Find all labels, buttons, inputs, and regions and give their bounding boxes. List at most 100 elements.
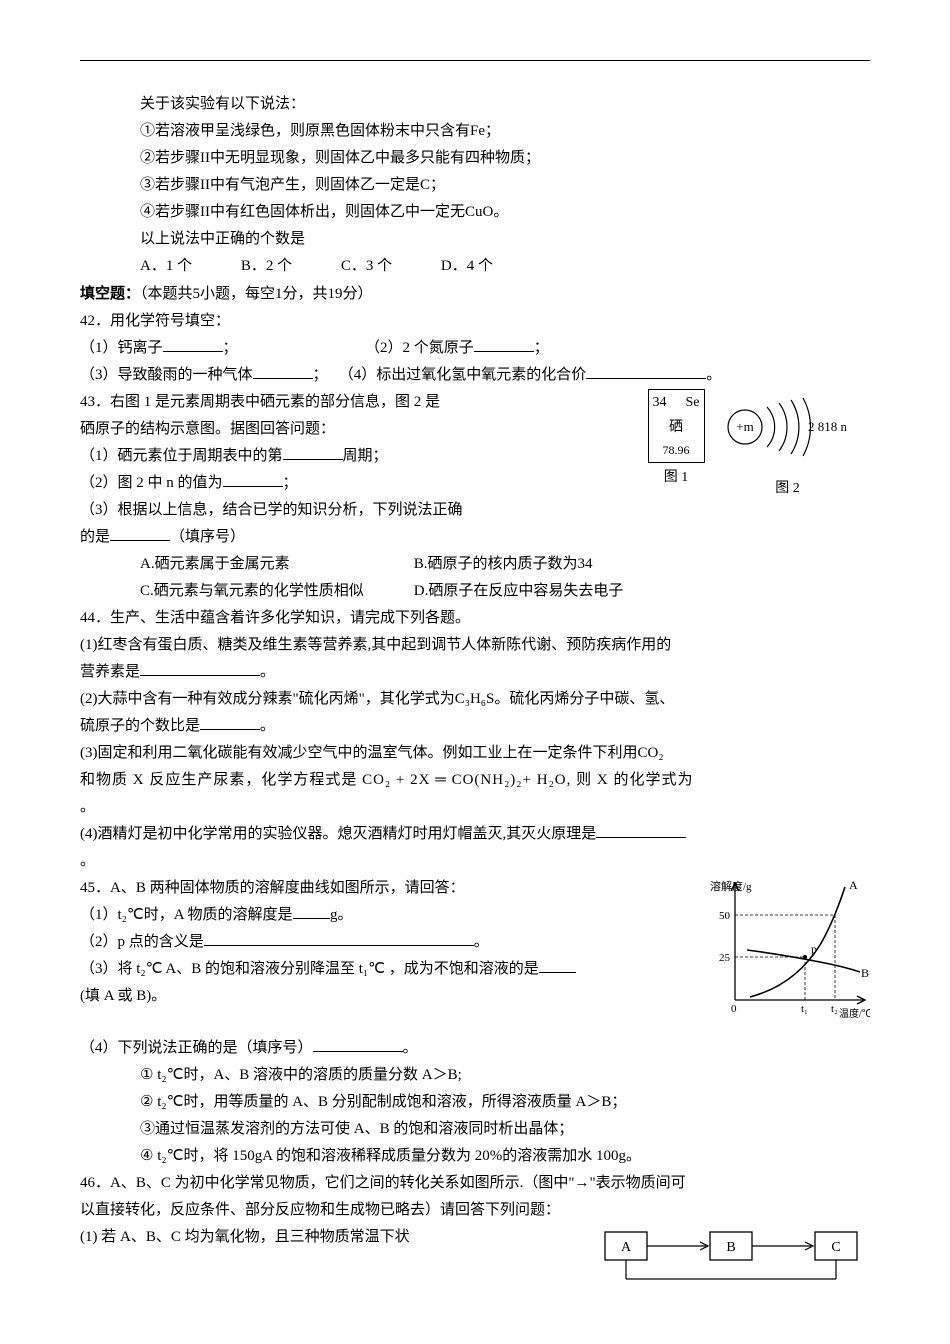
cap2: 图 2 — [723, 476, 853, 501]
q45-1b: g。 — [330, 907, 353, 923]
q42-4a: （4）标出过氧化氢中氧元素的化合价 — [339, 367, 587, 383]
exp-conclude: 以上说法中正确的个数是 — [80, 226, 870, 253]
q44-1b-text: 营养素是 — [80, 664, 140, 680]
q44-stem: 44．生产、生活中蕴含着许多化学知识，请完成下列各题。 — [80, 605, 870, 632]
q42-4b: 。 — [706, 367, 721, 383]
blank — [586, 363, 706, 379]
fill-title: 填空题： — [80, 285, 140, 302]
periodic-cell: 34 Se 硒 78.96 图 1 — [648, 389, 705, 490]
q44-1a: (1)红枣含有蛋白质、糖类及维生素等营养素,其中起到调节人体新陈代谢、预防疾病作… — [80, 632, 870, 659]
q43-p1a: （1）硒元素位于周期表中的第 — [80, 448, 283, 464]
q42-line2: （3）导致酸雨的一种气体； （4）标出过氧化氢中氧元素的化合价。 — [80, 362, 870, 389]
blank — [204, 930, 474, 946]
q46-l1: 46．A、B、C 为初中化学常见物质，它们之间的转化关系如图所示.（图中"→"表… — [80, 1170, 870, 1197]
q44-3b: 和物质 X 反应生产尿素，化学方程式是 CO₂ + 2X ═ CO(NH₂)₂+… — [80, 767, 870, 794]
exp-intro: 关于该实验有以下说法： — [80, 91, 870, 118]
ylabel: 溶解度/g — [710, 879, 752, 893]
box-B: B — [726, 1240, 735, 1255]
exp-s2: ②若步骤II中无明显现象，则固体乙中最多只能有四种物质； — [80, 145, 870, 172]
q43-opts2: C.硒元素与氧元素的化学性质相似 D.硒原子在反应中容易失去电子 — [80, 578, 870, 605]
flow-diagram: A B C — [600, 1224, 870, 1294]
exp-s4: ④若步骤II中有红色固体析出，则固体乙中一定无CuO。 — [80, 199, 870, 226]
q43-p3b: 的是（填序号） — [80, 524, 870, 551]
q46-l2: 以直接转化，反应条件、部分反应物和生成物已略去）请回答下列问题： — [80, 1197, 870, 1224]
cell-name: 硒 — [649, 415, 704, 440]
q44-4b-text: 。 — [80, 853, 95, 869]
atom-core: +m — [736, 419, 753, 434]
t2: t₂ — [831, 1003, 838, 1015]
q44-2b: 硫原子的个数比是 。 — [80, 713, 870, 740]
q43-p2b: ； — [283, 475, 298, 491]
blank — [283, 444, 343, 460]
atom-diagram: +m 2 818 n 图 2 — [723, 389, 853, 501]
q42-3b: ； — [313, 367, 328, 383]
choice-a: A．1 个 — [140, 253, 192, 280]
q42-1a: （1）钙离子 — [80, 340, 163, 356]
q43-oA: A.硒元素属于金属元素 — [140, 551, 410, 578]
q43-oC: C.硒元素与氧元素的化学性质相似 — [140, 578, 410, 605]
q44-1b: 营养素是 。 — [80, 659, 870, 686]
q43-p2a: （2）图 2 中 n 的值为 — [80, 475, 223, 491]
q42-2b: ； — [534, 340, 549, 356]
blank — [313, 1036, 403, 1052]
q43-figures: 34 Se 硒 78.96 图 1 +m — [630, 389, 870, 501]
blank — [200, 714, 260, 730]
q44-3c: 。 — [80, 794, 870, 821]
origin: 0 — [731, 1003, 737, 1015]
q42-line1: （1）钙离子 ； （2）2 个氮原子 ； — [80, 335, 870, 362]
box-A: A — [621, 1240, 632, 1255]
q45-4: （4）下列说法正确的是（填序号） 。 — [80, 1035, 870, 1062]
atom-shells: 2 818 n — [808, 419, 848, 434]
cell-mass: 78.96 — [649, 440, 704, 462]
blank — [223, 471, 283, 487]
q45-1a: （1）t₂℃时，A 物质的溶解度是 — [80, 907, 293, 923]
q42-2a: （2）2 个氮原子 — [365, 340, 474, 356]
exp-s3: ③若步骤II中有气泡产生，则固体乙一定是C； — [80, 172, 870, 199]
cell-sym: Se — [686, 390, 700, 415]
q45-o3: ③通过恒温蒸发溶剂的方法可使 A、B 的饱和溶液同时析出晶体； — [80, 1116, 870, 1143]
blank — [293, 903, 331, 919]
q43-p3b-text: 的是 — [80, 529, 110, 545]
q45-o4: ④ t₂℃时，将 150gA 的饱和溶液稀释成质量分数为 20%的溶液需加水 1… — [80, 1143, 870, 1170]
label-A: A — [849, 878, 858, 892]
choice-c: C．3 个 — [341, 253, 392, 280]
q44-4a: (4)酒精灯是初中化学常用的实验仪器。熄灭酒精灯时用灯帽盖灭,其灭火原理是 — [80, 821, 870, 848]
blank — [140, 660, 260, 676]
q44-1c: 。 — [260, 664, 275, 680]
fill-header: 填空题：（本题共5小题，每空1分，共19分） — [80, 280, 870, 308]
xlabel: 温度/℃ — [839, 1007, 870, 1020]
blank — [253, 363, 313, 379]
y50: 50 — [719, 910, 731, 922]
blank — [163, 336, 223, 352]
q45-2a: （2）p 点的含义是 — [80, 934, 204, 950]
q43-opts1: A.硒元素属于金属元素 B.硒原子的核内质子数为34 — [80, 551, 870, 578]
q44-3c-text: 。 — [80, 799, 95, 815]
q45-4a: （4）下列说法正确的是（填序号） — [80, 1040, 313, 1056]
q45-o1: ① t₂℃时，A、B 溶液中的溶质的质量分数 A＞B; — [80, 1062, 870, 1089]
box-C: C — [831, 1240, 840, 1255]
q44-3a: (3)固定和利用二氧化碳能有效减少空气中的温室气体。例如工业上在一定条件下利用C… — [80, 740, 870, 767]
q44-4a-text: (4)酒精灯是初中化学常用的实验仪器。熄灭酒精灯时用灯帽盖灭,其灭火原理是 — [80, 826, 596, 842]
blank — [539, 957, 577, 973]
q44-2b-text: 硫原子的个数比是 — [80, 718, 200, 734]
cell-num: 34 — [653, 390, 667, 415]
q42-stem: 42．用化学符号填空： — [80, 308, 870, 335]
exp-s1: ①若溶液甲呈浅绿色，则原黑色固体粉末中只含有Fe； — [80, 118, 870, 145]
q43-p1b: 周期； — [343, 448, 388, 464]
label-B: B — [861, 966, 869, 980]
q43-oB: B.硒原子的核内质子数为34 — [414, 556, 593, 572]
blank — [110, 525, 170, 541]
label-p: p — [811, 942, 817, 956]
choice-b: B．2 个 — [241, 253, 292, 280]
q44-2c: 。 — [260, 718, 275, 734]
q44-4b: 。 — [80, 848, 870, 875]
blank — [474, 336, 534, 352]
q43-oD: D.硒原子在反应中容易失去电子 — [414, 583, 624, 599]
q45-2b: 。 — [474, 934, 489, 950]
choice-d: D．4 个 — [441, 253, 493, 280]
blank — [596, 822, 686, 838]
q42-1b: ； — [223, 340, 238, 356]
q45-3a: （3）将 t₂℃ A、B 的饱和溶液分别降温至 t₁℃ ，成为不饱和溶液的是 — [80, 961, 539, 977]
solubility-chart: 溶解度/g 50 25 0 t₁ t₂ 温度/℃ A B p — [705, 875, 870, 1035]
q45-4b: 。 — [403, 1040, 418, 1056]
